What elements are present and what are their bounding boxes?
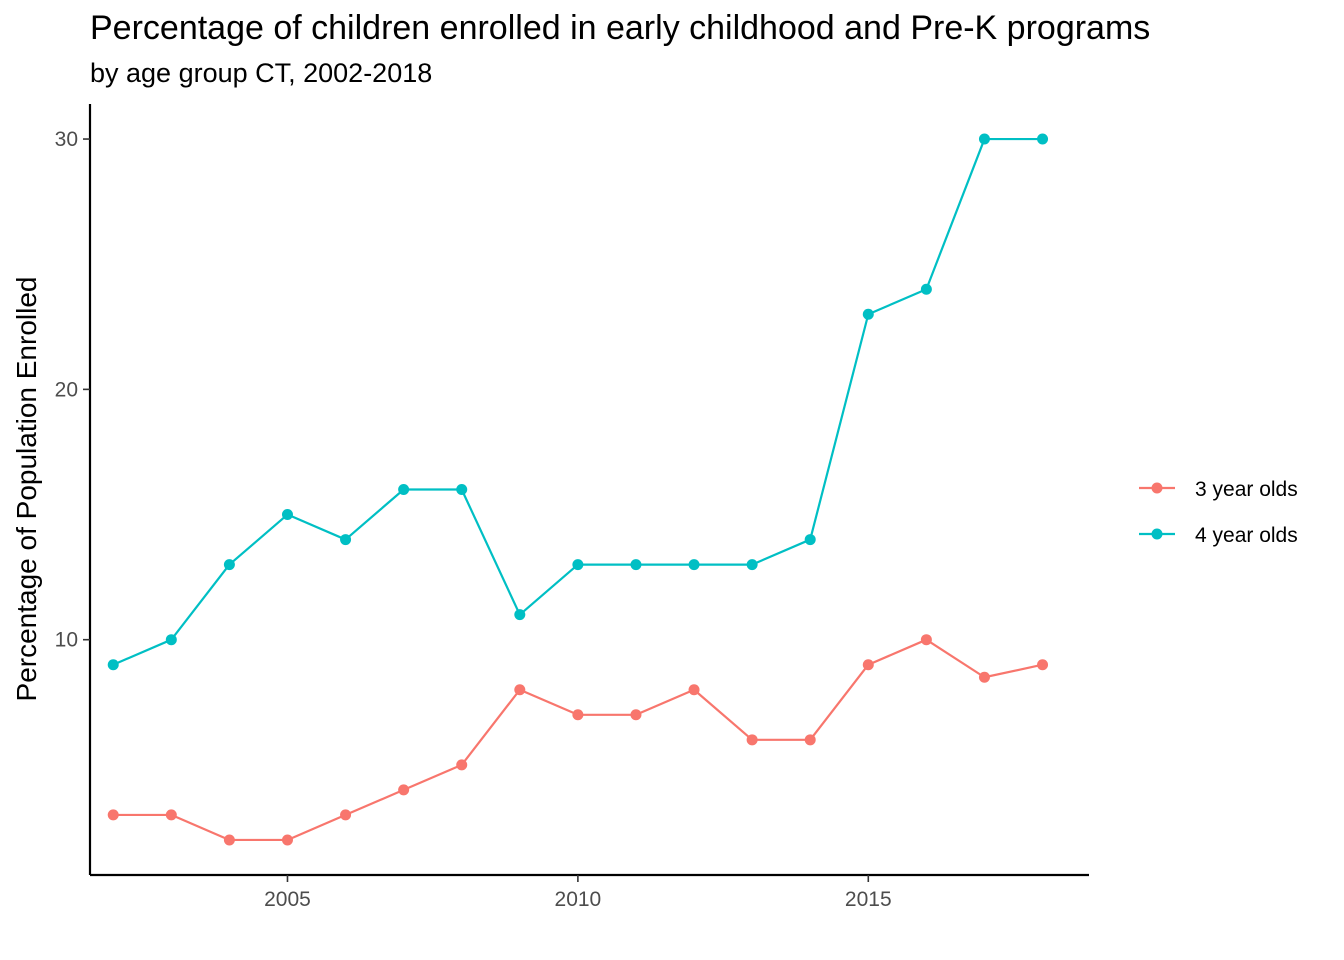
data-point-3-year-olds [514, 684, 526, 696]
x-tick-label: 2010 [555, 888, 602, 911]
data-point-4-year-olds [165, 634, 177, 646]
data-point-4-year-olds [630, 559, 642, 571]
data-point-3-year-olds [107, 809, 119, 821]
data-point-4-year-olds [862, 308, 874, 320]
chart-title: Percentage of children enrolled in early… [90, 9, 1150, 47]
series-line-3-year-olds [113, 638, 1043, 842]
data-point-4-year-olds [804, 534, 816, 546]
data-point-3-year-olds [572, 709, 584, 721]
data-point-4-year-olds [398, 484, 410, 495]
plot-area: 2005 2010 2015 10 20 30 [55, 104, 1089, 911]
data-point-4-year-olds [688, 559, 700, 571]
data-point-3-year-olds [223, 834, 235, 846]
legend-item-4-year-olds: 4 year olds [1139, 524, 1298, 547]
y-axis-title: Percentage of Population Enrolled [11, 277, 42, 702]
x-tick-label: 2005 [264, 888, 311, 911]
legend: 3 year olds 4 year olds [1139, 478, 1298, 547]
data-point-3-year-olds [165, 809, 177, 821]
y-tick-label: 20 [55, 378, 78, 401]
chart-subtitle: by age group CT, 2002-2018 [90, 58, 432, 88]
y-tick-label: 10 [55, 629, 78, 652]
data-point-4-year-olds [456, 484, 468, 495]
data-point-4-year-olds [514, 609, 526, 621]
data-point-4-year-olds [746, 559, 758, 571]
y-axis-ticks: 10 20 30 [55, 128, 90, 652]
x-tick-label: 2015 [845, 888, 892, 911]
legend-label: 3 year olds [1195, 478, 1298, 501]
data-point-3-year-olds [456, 759, 468, 771]
data-point-3-year-olds [746, 734, 758, 746]
data-point-3-year-olds [920, 634, 932, 646]
series-line-4-year-olds [112, 137, 1043, 666]
data-point-3-year-olds [978, 671, 990, 683]
data-point-4-year-olds [572, 559, 584, 571]
data-point-3-year-olds [630, 709, 642, 721]
data-point-4-year-olds [223, 559, 235, 571]
x-axis-ticks: 2005 2010 2015 [264, 875, 892, 911]
data-point-4-year-olds [281, 509, 293, 521]
data-point-4-year-olds [920, 283, 932, 295]
data-point-4-year-olds [978, 133, 990, 145]
data-point-4-year-olds [1037, 133, 1049, 145]
data-point-3-year-olds [688, 684, 700, 696]
data-point-3-year-olds [804, 734, 816, 746]
legend-key-point [1151, 482, 1163, 494]
data-point-3-year-olds [340, 809, 352, 821]
legend-item-3-year-olds: 3 year olds [1139, 478, 1298, 501]
y-tick-label: 30 [55, 128, 78, 151]
legend-label: 4 year olds [1195, 524, 1298, 547]
data-point-3-year-olds [398, 784, 410, 796]
data-point-3-year-olds [281, 834, 293, 846]
data-point-3-year-olds [862, 659, 874, 671]
data-point-3-year-olds [1037, 659, 1049, 671]
legend-key-point [1151, 528, 1163, 540]
data-point-4-year-olds [340, 534, 352, 546]
data-point-4-year-olds [107, 659, 119, 671]
series-layer [107, 133, 1049, 846]
